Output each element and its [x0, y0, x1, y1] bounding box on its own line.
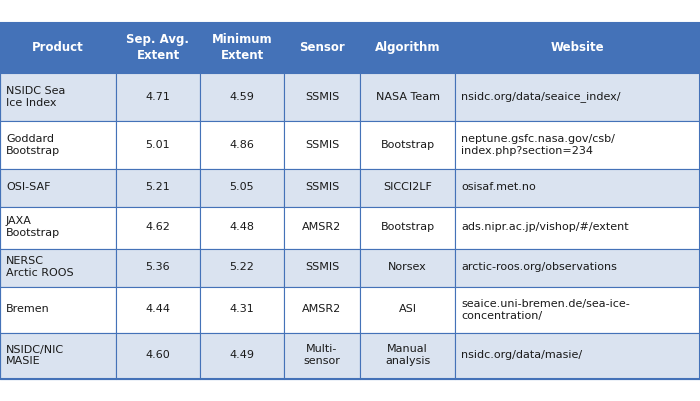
Bar	[360, 249, 455, 286]
Bar	[200, 207, 284, 249]
Bar	[284, 286, 360, 332]
Text: Website: Website	[551, 41, 604, 54]
Bar	[0, 22, 116, 73]
Bar	[284, 332, 360, 379]
Text: 4.60: 4.60	[146, 350, 170, 360]
Text: SSMIS: SSMIS	[305, 91, 339, 101]
Bar	[455, 286, 700, 332]
Text: Manual
analysis: Manual analysis	[385, 344, 430, 367]
Text: ads.nipr.ac.jp/vishop/#/extent: ads.nipr.ac.jp/vishop/#/extent	[461, 223, 629, 233]
Bar	[455, 207, 700, 249]
Text: Sensor: Sensor	[299, 41, 345, 54]
Text: 5.36: 5.36	[146, 263, 170, 273]
Bar	[360, 207, 455, 249]
Text: Goddard
Bootstrap: Goddard Bootstrap	[6, 134, 60, 156]
Text: 4.62: 4.62	[146, 223, 170, 233]
Bar	[200, 332, 284, 379]
Bar	[0, 207, 116, 249]
Text: AMSR2: AMSR2	[302, 304, 342, 314]
Text: nsidc.org/data/masie/: nsidc.org/data/masie/	[461, 350, 582, 360]
Text: SSMIS: SSMIS	[305, 263, 339, 273]
Text: Norsex: Norsex	[388, 263, 427, 273]
Bar	[455, 22, 700, 73]
Bar	[200, 22, 284, 73]
Text: 4.49: 4.49	[230, 350, 255, 360]
Text: 5.22: 5.22	[230, 263, 254, 273]
Bar	[0, 73, 116, 120]
Bar	[284, 120, 360, 168]
Text: 4.86: 4.86	[230, 140, 254, 150]
Text: Bootstrap: Bootstrap	[380, 140, 435, 150]
Bar	[284, 73, 360, 120]
Text: SSMIS: SSMIS	[305, 182, 339, 192]
Text: Bootstrap: Bootstrap	[380, 223, 435, 233]
Text: Multi-
sensor: Multi- sensor	[304, 344, 340, 367]
Text: SSMIS: SSMIS	[305, 140, 339, 150]
Bar	[455, 168, 700, 207]
Bar	[200, 168, 284, 207]
Bar	[455, 120, 700, 168]
Text: 4.59: 4.59	[230, 91, 254, 101]
Bar	[116, 168, 200, 207]
Text: Product: Product	[32, 41, 84, 54]
Bar	[360, 332, 455, 379]
Bar	[0, 286, 116, 332]
Text: JAXA
Bootstrap: JAXA Bootstrap	[6, 217, 60, 239]
Bar	[360, 168, 455, 207]
Bar	[0, 332, 116, 379]
Text: Sep. Avg.
Extent: Sep. Avg. Extent	[127, 33, 190, 62]
Text: SICCI2LF: SICCI2LF	[383, 182, 432, 192]
Bar	[0, 22, 700, 379]
Bar	[0, 120, 116, 168]
Bar	[360, 73, 455, 120]
Text: NSIDC/NIC
MASIE: NSIDC/NIC MASIE	[6, 344, 64, 367]
Bar	[455, 332, 700, 379]
Text: NASA Team: NASA Team	[375, 91, 440, 101]
Text: 4.44: 4.44	[146, 304, 171, 314]
Bar	[284, 207, 360, 249]
Text: 5.01: 5.01	[146, 140, 170, 150]
Text: 5.05: 5.05	[230, 182, 254, 192]
Bar	[200, 120, 284, 168]
Bar	[360, 22, 455, 73]
Text: arctic-roos.org/observations: arctic-roos.org/observations	[461, 263, 617, 273]
Bar	[116, 249, 200, 286]
Bar	[284, 168, 360, 207]
Bar	[284, 249, 360, 286]
Bar	[116, 332, 200, 379]
Bar	[116, 286, 200, 332]
Text: NERSC
Arctic ROOS: NERSC Arctic ROOS	[6, 257, 74, 279]
Bar	[0, 249, 116, 286]
Bar	[200, 73, 284, 120]
Bar	[116, 120, 200, 168]
Text: seaice.uni-bremen.de/sea-ice-
concentration/: seaice.uni-bremen.de/sea-ice- concentrat…	[461, 298, 630, 320]
Bar	[0, 168, 116, 207]
Text: ASI: ASI	[398, 304, 416, 314]
Text: Minimum
Extent: Minimum Extent	[211, 33, 272, 62]
Text: OSI-SAF: OSI-SAF	[6, 182, 50, 192]
Text: osisaf.met.no: osisaf.met.no	[461, 182, 536, 192]
Bar	[455, 73, 700, 120]
Bar	[116, 73, 200, 120]
Text: NSIDC Sea
Ice Index: NSIDC Sea Ice Index	[6, 85, 65, 107]
Bar	[116, 22, 200, 73]
Bar	[200, 249, 284, 286]
Text: AMSR2: AMSR2	[302, 223, 342, 233]
Bar	[116, 207, 200, 249]
Bar	[360, 120, 455, 168]
Text: Bremen: Bremen	[6, 304, 50, 314]
Text: 4.48: 4.48	[230, 223, 255, 233]
Text: 4.71: 4.71	[146, 91, 170, 101]
Bar	[455, 249, 700, 286]
Bar	[360, 286, 455, 332]
Text: 5.21: 5.21	[146, 182, 170, 192]
Bar	[284, 22, 360, 73]
Text: nsidc.org/data/seaice_index/: nsidc.org/data/seaice_index/	[461, 91, 620, 102]
Text: Algorithm: Algorithm	[374, 41, 440, 54]
Text: 4.31: 4.31	[230, 304, 254, 314]
Bar	[200, 286, 284, 332]
Text: neptune.gsfc.nasa.gov/csb/
index.php?section=234: neptune.gsfc.nasa.gov/csb/ index.php?sec…	[461, 134, 615, 156]
